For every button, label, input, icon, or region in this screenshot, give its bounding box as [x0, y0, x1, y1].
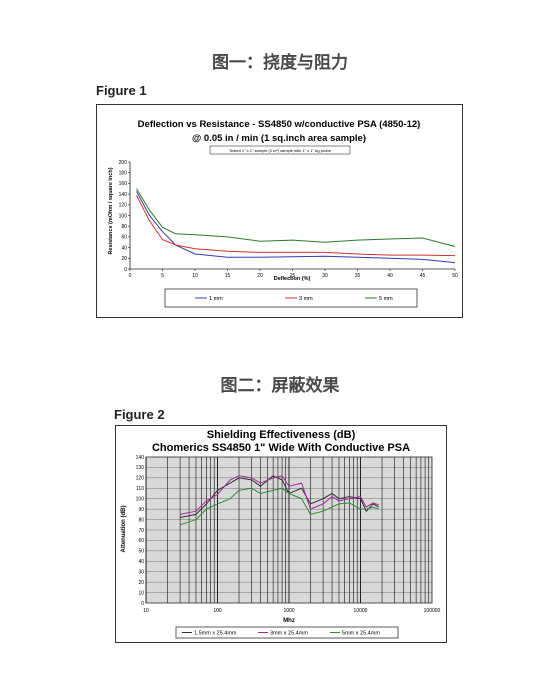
chart2-subtitle: Chomerics SS4850 1" Wide With Conductive… [152, 442, 410, 454]
chart2-y-tick-label: 40 [138, 559, 144, 565]
chart1-legend-label: 5 mm [379, 296, 393, 302]
chart1-title: Deflection vs Resistance - SS4850 w/cond… [138, 119, 421, 130]
chart1-note: Tested 1" x 1" sample (1 in²) sample wit… [229, 148, 332, 153]
chart2-x-tick-label: 10000 [354, 608, 368, 614]
chart1-x-tick-label: 0 [129, 273, 132, 279]
chart1-x-tick-label: 10 [192, 273, 198, 279]
chart1-y-tick-label: 140 [119, 192, 128, 198]
chart1-xlabel: Deflection (%) [274, 276, 311, 282]
chart1-y-tick-label: 80 [121, 224, 127, 230]
chart1-series-line-1 [136, 191, 456, 264]
chart2-y-tick-label: 120 [136, 476, 145, 482]
chart1-x-tick-label: 20 [257, 273, 263, 279]
section2-heading: 图二：屏蔽效果 [220, 376, 340, 396]
chart2-y-tick-label: 50 [138, 549, 144, 555]
chart2-legend-label: 1.5mm x 25.4mm [194, 631, 237, 637]
chart2-xlabel: Mhz [283, 618, 295, 624]
chart1-x-tick-label: 5 [161, 273, 164, 279]
chart1-note-box [209, 145, 351, 155]
chart2-legend-label: 5mm x 25.4mm [342, 631, 380, 637]
chart1-x-tick-label: 40 [387, 273, 393, 279]
chart2-x-tick-label: 1000 [283, 608, 294, 614]
chart1-series-line-2 [136, 194, 456, 257]
chart2-y-tick-label: 30 [138, 570, 144, 576]
figure2-label: Figure 2 [114, 407, 165, 422]
chart2-y-tick-label: 130 [136, 465, 145, 471]
chart1-x-tick-label: 30 [322, 273, 328, 279]
chart1-svg: Deflection vs Resistance - SS4850 w/cond… [108, 119, 458, 308]
chart2-y-tick-label: 140 [136, 455, 145, 461]
chart1-x-tick-label: 15 [225, 273, 231, 279]
chart2-x-tick-label: 10 [143, 608, 149, 614]
figure1-label: Figure 1 [96, 83, 147, 98]
chart1-y-tick-label: 200 [119, 160, 128, 166]
chart1-y-tick-label: 160 [119, 181, 128, 187]
chart1-y-tick-label: 180 [119, 171, 128, 177]
chart1-x-tick-label: 35 [355, 273, 361, 279]
chart2-y-tick-label: 100 [136, 497, 145, 503]
chart1-y-tick-label: 120 [119, 203, 128, 209]
chart2-x-tick-label: 100000 [424, 608, 441, 614]
chart2-svg: Shielding Effectiveness (dB) Chomerics S… [121, 429, 441, 639]
chart2-legend-label: 3mm x 25.4mm [270, 631, 308, 637]
chart2-frame: Shielding Effectiveness (dB) Chomerics S… [115, 425, 447, 643]
chart2-y-tick-label: 110 [136, 486, 144, 492]
chart1-y-tick-label: 60 [121, 235, 127, 241]
chart2-legend [175, 626, 399, 639]
chart1-y-tick-label: 100 [119, 213, 128, 219]
chart2-series-line-3 [179, 487, 379, 526]
chart1-x-tick-label: 50 [452, 273, 458, 279]
chart2-x-tick-label: 100 [213, 608, 222, 614]
section1-heading: 图一：挠度与阻力 [212, 53, 348, 73]
chart2-y-tick-label: 0 [141, 601, 144, 607]
chart1-y-tick-label: 0 [124, 267, 127, 273]
chart2-y-tick-label: 80 [138, 517, 144, 523]
chart1-y-tick-label: 40 [121, 245, 127, 251]
chart1-y-tick-label: 20 [121, 256, 127, 262]
chart2-y-tick-label: 70 [138, 528, 144, 534]
chart2-y-tick-label: 60 [138, 538, 144, 544]
chart1-series-line-3 [136, 188, 456, 247]
chart1-x-tick-label: 45 [420, 273, 426, 279]
chart1-subtitle: @ 0.05 in / min (1 sq.inch area sample) [192, 133, 366, 144]
chart1-x-tick-label: 25 [290, 273, 296, 279]
chart2-y-tick-label: 10 [138, 590, 144, 596]
chart1-ylabel: Resistance (mOhm / square inch) [108, 167, 114, 254]
chart2-ylabel: Attenuation (dB) [121, 506, 127, 553]
chart2-title: Shielding Effectiveness (dB) [207, 429, 356, 441]
chart1-frame: Deflection vs Resistance - SS4850 w/cond… [96, 104, 463, 318]
chart1-legend-label: 3 mm [299, 296, 313, 302]
chart2-y-tick-label: 20 [138, 580, 144, 586]
chart2-y-tick-label: 90 [138, 507, 144, 513]
chart1-legend-label: 1 mm [209, 296, 223, 302]
chart2-series-line-2 [180, 475, 379, 515]
